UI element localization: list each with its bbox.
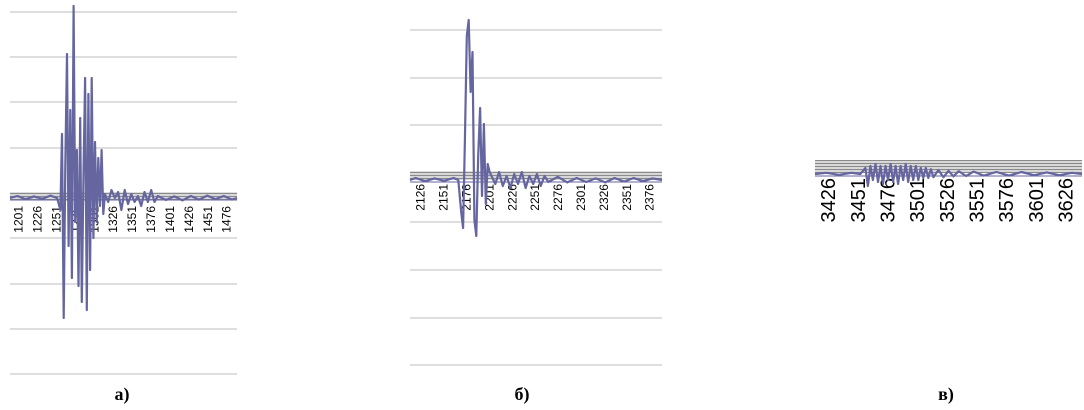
x-tick-label-0-1: 1226 [31,206,45,233]
x-tick-label-1-7: 2301 [574,184,588,211]
x-tick-label-0-10: 1451 [201,206,215,233]
x-tick-label-2-2: 3476 [877,178,899,223]
series-line-1-0 [409,18,663,238]
panel-label-2: в) [938,384,954,405]
x-tick-label-2-3: 3501 [907,178,929,223]
x-tick-label-1-5: 2251 [528,184,542,211]
series-line-0-0 [9,4,238,320]
x-tick-label-0-2: 1251 [49,206,63,233]
series-line-2-0 [814,162,1083,188]
panel-label-0: а) [115,384,130,405]
x-tick-label-1-6: 2276 [551,184,565,211]
x-tick-label-2-4: 3526 [937,178,959,223]
x-tick-label-1-1: 2151 [437,184,451,211]
x-tick-label-0-11: 1476 [220,206,234,233]
x-tick-label-1-9: 2351 [620,184,634,211]
x-tick-label-0-9: 1426 [182,206,196,233]
x-tick-label-1-8: 2326 [597,184,611,211]
x-tick-label-0-8: 1401 [163,206,177,233]
x-tick-label-0-7: 1376 [144,206,158,233]
x-tick-label-1-0: 2126 [414,184,428,211]
x-tick-label-0-5: 1326 [106,206,120,233]
x-tick-label-2-8: 3626 [1055,178,1077,223]
x-tick-label-2-7: 3601 [1026,178,1048,223]
x-tick-label-2-1: 3451 [848,178,870,223]
x-tick-label-1-10: 2376 [643,184,657,211]
x-tick-label-2-5: 3551 [966,178,988,223]
x-tick-label-1-4: 2226 [505,184,519,211]
x-tick-label-0-6: 1351 [125,206,139,233]
x-tick-label-2-0: 3426 [818,178,840,223]
x-tick-label-0-0: 1201 [12,206,26,233]
x-tick-label-2-6: 3576 [996,178,1018,223]
panel-label-1: б) [515,384,530,405]
